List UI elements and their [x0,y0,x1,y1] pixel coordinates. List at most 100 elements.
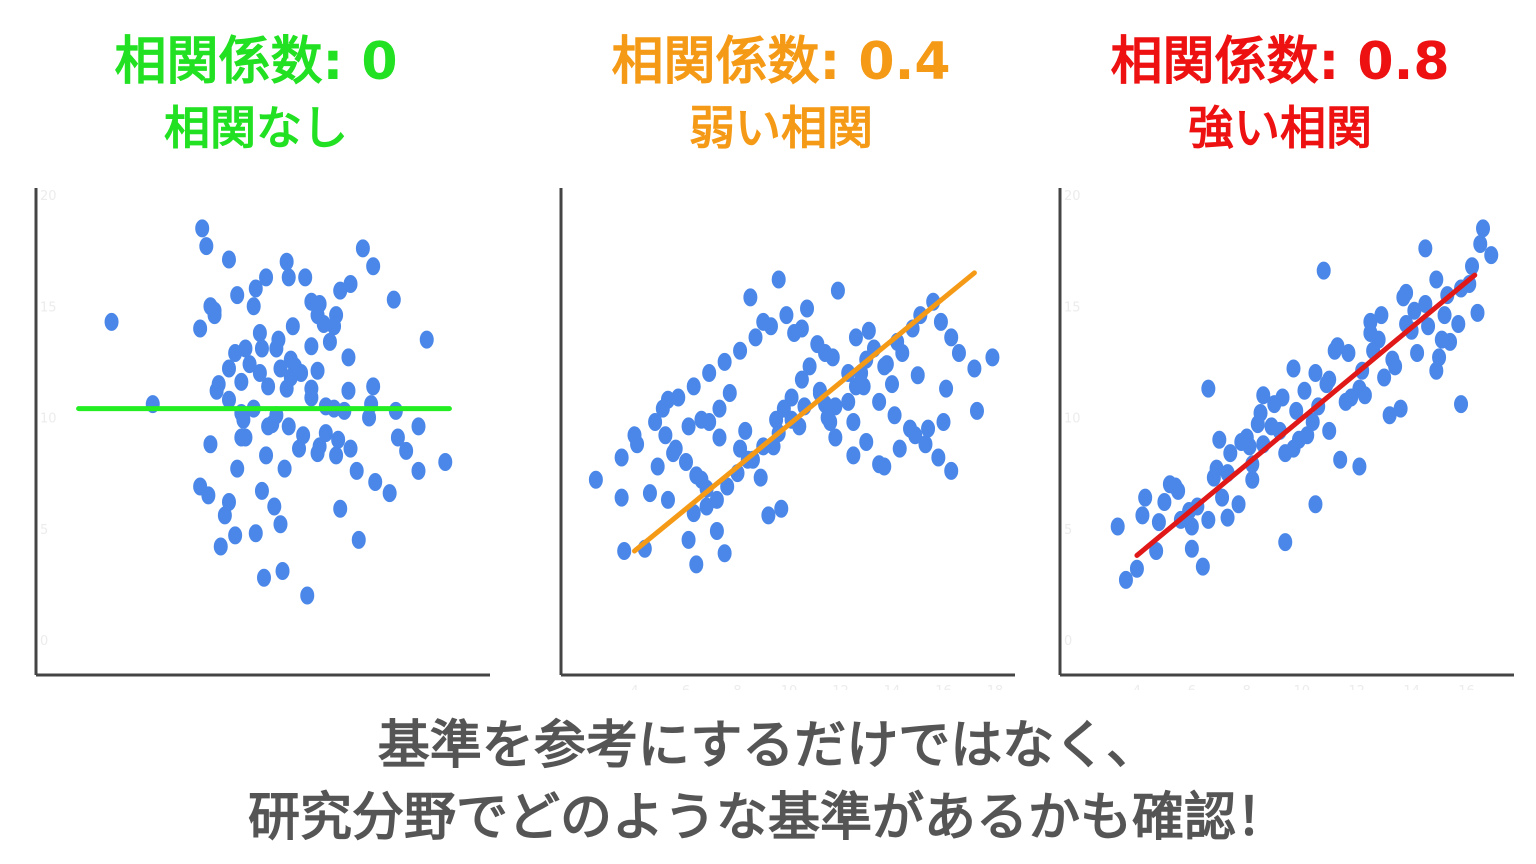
data-point [642,484,657,503]
data-point [1206,468,1221,487]
data-point [885,375,899,394]
data-point [1278,444,1293,463]
data-point [1407,301,1422,320]
data-point [1418,239,1433,258]
x-tick-label: 14 [884,684,901,690]
data-point [722,384,737,403]
data-point [903,419,918,438]
data-point [236,410,251,429]
data-point [1138,488,1153,507]
caption-line-2: 研究分野でどのような基準があるかも確認！ [247,788,1288,848]
data-point [939,379,954,398]
data-point [761,506,776,525]
y-tick-label: 0 [40,634,48,649]
data-point [1470,303,1485,322]
data-point [918,435,933,454]
data-point [411,461,426,480]
data-point [753,468,768,487]
trend-line [632,270,977,554]
data-point [257,568,271,587]
data-point [331,430,346,449]
data-point [1429,270,1444,289]
data-point [1388,357,1403,376]
scatter-plot-no-correlation: 0 5 10 15 20 [34,188,490,677]
data-point [399,441,414,460]
data-point [343,275,358,293]
data-point [382,484,397,503]
data-point [699,497,714,516]
data-point [362,408,377,427]
data-point [261,417,276,436]
data-point [887,406,902,425]
data-point [316,315,331,334]
data-point [784,388,799,407]
data-point [756,312,771,331]
data-point [1135,506,1150,525]
data-point [969,401,984,420]
data-point [921,419,936,438]
data-point [104,312,119,331]
x-tick-label: 12 [832,684,849,690]
data-point [285,317,300,336]
data-point [872,392,887,411]
data-point [1421,317,1436,336]
data-point [617,542,632,560]
data-point [944,461,959,480]
data-point [588,470,603,489]
data-point [668,439,683,458]
data-point [681,530,696,549]
data-point [1322,370,1337,389]
data-point [879,355,894,374]
data-point [702,412,717,431]
data-point [712,428,727,447]
panel-subtitle: 強い相関 [1188,101,1372,155]
data-point [655,399,670,418]
scatter-plot-weak-correlation: 4 6 8 10 12 14 16 18 [559,188,1015,690]
data-point [800,299,815,318]
data-point [910,366,925,385]
data-point [936,412,951,431]
data-point [1129,559,1144,578]
data-point [351,530,366,549]
data-point [650,457,665,476]
data-point [221,390,236,409]
x-tick-label: 14 [1403,684,1420,690]
data-point [717,544,732,563]
data-point [794,370,809,389]
caption-line-1: 基準を参考にするだけではなく、 [377,716,1159,776]
data-point [310,444,325,463]
data-point [343,439,358,458]
x-tick-label: 8 [1243,684,1251,690]
panel-subtitle: 相関なし [164,101,348,155]
data-point [281,268,296,287]
data-point [828,428,843,447]
data-point [738,421,753,440]
data-point [221,493,236,512]
data-point [193,319,208,338]
data-point [267,497,282,516]
scatter-plot-strong-correlation: 0 5 10 15 20 4 6 8 10 12 14 16 [1058,188,1514,690]
data-point [1418,295,1433,314]
data-point [1168,477,1183,496]
data-point [658,426,673,445]
data-point [287,357,302,376]
data-point [1220,508,1235,527]
data-point [985,348,1000,367]
data-point [1374,306,1389,325]
data-point [281,417,296,436]
data-point [275,562,290,581]
data-point [230,286,245,305]
data-point [1377,368,1392,387]
chart-panel-strong-correlation: 相関係数: 0.8 強い相関 0 5 10 15 20 4 6 8 10 12 14 16 [1024,0,1536,700]
data-point [1286,359,1301,378]
data-point [259,268,274,287]
data-point [951,343,966,362]
data-point [318,424,333,443]
data-point [1184,517,1199,536]
data-point [774,499,789,518]
data-point [368,473,383,492]
y-tick-label: 10 [40,412,57,427]
data-point [1451,315,1466,334]
data-point [1473,234,1488,253]
data-point [933,312,948,331]
